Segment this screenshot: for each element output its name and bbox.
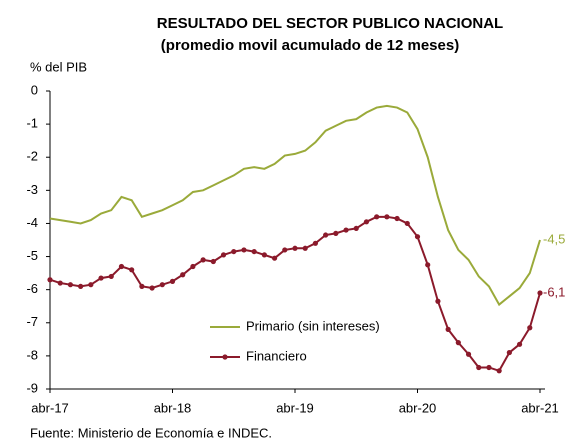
point [47,277,53,283]
x-tick-label: abr-18 [154,400,192,415]
y-tick-label: -5 [26,248,38,263]
series-line [49,104,541,307]
chart-title: RESULTADO DEL SECTOR PUBLICO NACIONAL [157,15,503,32]
y-tick-label: -7 [26,314,38,329]
point [118,263,125,270]
point [394,215,400,222]
point [78,283,84,289]
point [108,273,114,280]
y-tick-label: 0 [31,82,38,97]
legend-marker [222,354,228,360]
point [465,351,472,357]
point [271,255,278,261]
point [251,248,257,255]
point [210,258,216,265]
point [323,232,329,238]
chart-subtitle: (promedio movil acumulado de 12 meses) [161,37,459,54]
source: Fuente: Ministerio de Economía e INDEC. [30,425,272,440]
point [496,368,502,374]
x-tick-label: abr-20 [399,400,437,415]
point [486,364,492,371]
point [88,282,94,288]
point [149,285,155,291]
point [506,349,512,356]
y-tick-label: -6 [26,281,38,296]
point [292,245,298,251]
point [302,245,308,251]
point [129,267,135,273]
point [435,298,441,304]
y-tick-label: -3 [26,182,38,197]
x-tick-label: abr-21 [521,400,559,415]
value-label: -4,5 [543,231,565,246]
legend-label: Financiero [246,348,307,363]
point [516,341,523,347]
x-tick-label: abr-17 [31,400,69,415]
point [139,283,145,289]
point [200,257,206,263]
point [190,263,196,270]
point [312,240,319,246]
point [343,227,349,233]
point [374,214,380,220]
y-tick-label: -2 [26,149,38,164]
point [220,252,227,258]
point [425,262,431,268]
y-tick-label: -4 [26,215,38,230]
point [159,282,165,288]
point [180,272,186,278]
point [67,282,74,288]
value-label: -6,1 [543,284,565,299]
point [57,280,63,286]
point [404,220,410,227]
y-tick-label: -8 [26,347,38,362]
point [282,247,288,253]
point [231,248,237,255]
point [353,225,359,232]
legend-label: Primario (sin intereses) [246,318,380,333]
point [414,234,421,240]
point [169,278,176,284]
y-tick-label: -9 [26,380,38,395]
point [476,364,482,371]
point [455,340,461,346]
point [261,252,267,258]
point [537,290,543,296]
point [241,247,247,253]
point [363,219,370,225]
point [527,325,533,331]
point [445,326,451,332]
point [333,230,339,236]
point [384,214,390,220]
y-tick-label: -1 [26,116,38,131]
point [98,275,104,281]
y-axis-label: % del PIB [30,59,87,74]
x-tick-label: abr-19 [276,400,314,415]
